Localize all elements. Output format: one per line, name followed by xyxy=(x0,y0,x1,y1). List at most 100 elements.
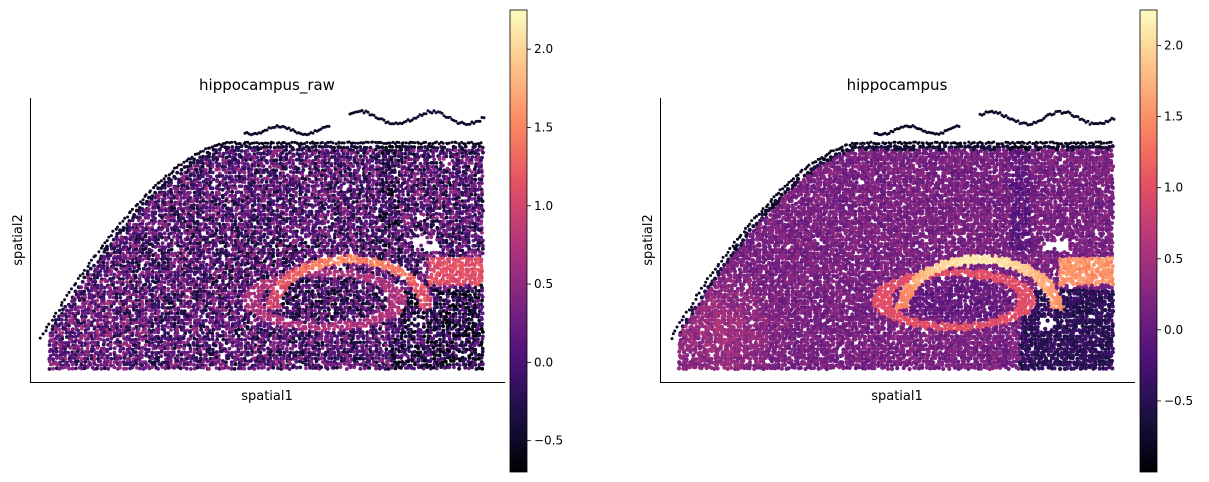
spot xyxy=(368,167,373,172)
spot xyxy=(317,279,322,283)
spot xyxy=(137,259,142,264)
spot xyxy=(278,176,283,181)
spot xyxy=(271,176,276,181)
spot xyxy=(278,187,282,192)
spot xyxy=(370,275,375,280)
spot xyxy=(294,194,298,198)
spot xyxy=(479,177,484,182)
spot xyxy=(460,193,465,197)
spot xyxy=(182,212,187,216)
spot xyxy=(429,180,434,184)
spot xyxy=(258,151,263,156)
spot xyxy=(365,196,370,200)
spot xyxy=(330,212,334,217)
spot xyxy=(202,256,207,261)
spot xyxy=(420,247,425,252)
spot xyxy=(457,192,461,197)
spot xyxy=(348,196,353,201)
spot xyxy=(412,145,417,150)
spot xyxy=(220,199,225,204)
spot xyxy=(269,206,273,210)
spot xyxy=(412,157,417,162)
spot xyxy=(444,186,448,191)
spot xyxy=(152,260,157,264)
spot xyxy=(169,200,174,204)
spot xyxy=(172,186,177,191)
spot xyxy=(237,285,242,289)
spot xyxy=(136,218,141,223)
spot xyxy=(253,148,257,153)
spot xyxy=(147,231,152,235)
spot xyxy=(319,170,324,175)
spot xyxy=(457,215,462,220)
spot xyxy=(111,283,115,287)
spot xyxy=(419,183,423,188)
spot xyxy=(93,279,98,284)
spot xyxy=(230,145,235,149)
spot xyxy=(220,154,225,159)
spot xyxy=(410,202,415,207)
spot xyxy=(464,193,468,198)
spot xyxy=(179,196,184,200)
spot xyxy=(204,186,208,191)
spot xyxy=(406,291,411,296)
spot xyxy=(191,206,196,211)
spot xyxy=(307,266,311,271)
spot xyxy=(375,173,380,178)
spot xyxy=(441,163,445,168)
spot xyxy=(426,167,430,171)
spot xyxy=(469,189,474,194)
spot xyxy=(319,189,324,193)
spot xyxy=(264,243,269,248)
spot xyxy=(386,238,391,243)
spot xyxy=(351,289,356,294)
spot xyxy=(211,177,216,182)
spot xyxy=(308,154,312,159)
spot xyxy=(281,296,286,301)
spot xyxy=(204,202,208,207)
spot xyxy=(376,195,381,200)
spot xyxy=(288,246,293,251)
spot xyxy=(392,260,397,264)
spot xyxy=(109,272,113,277)
spot xyxy=(300,244,305,249)
spot xyxy=(355,211,359,216)
spot xyxy=(217,256,222,261)
spot xyxy=(127,269,132,274)
spot xyxy=(204,168,208,172)
spot xyxy=(381,158,385,162)
spot xyxy=(390,190,395,195)
spot xyxy=(271,199,276,204)
spot xyxy=(339,164,343,169)
spot xyxy=(294,219,298,224)
spot xyxy=(448,183,453,188)
spot xyxy=(335,196,340,201)
spot xyxy=(439,145,444,149)
spot xyxy=(415,183,419,188)
spot xyxy=(198,189,202,194)
spot xyxy=(311,173,315,178)
spot xyxy=(307,273,311,277)
spot xyxy=(403,272,408,277)
spot xyxy=(406,296,410,301)
spot xyxy=(460,179,465,184)
spot xyxy=(333,157,338,162)
spot xyxy=(472,228,477,233)
spot xyxy=(370,173,375,178)
spot xyxy=(278,258,283,262)
spot xyxy=(192,190,197,195)
spot xyxy=(348,189,353,193)
spot xyxy=(298,161,303,166)
spot xyxy=(323,157,327,162)
spot xyxy=(239,190,244,195)
spot xyxy=(213,285,218,290)
spot xyxy=(386,161,391,165)
spot xyxy=(450,243,455,248)
spot xyxy=(418,266,423,271)
spot xyxy=(354,240,359,245)
spot xyxy=(215,179,219,184)
spot xyxy=(252,266,257,271)
spot xyxy=(287,189,291,194)
spot xyxy=(233,186,238,191)
spot xyxy=(367,171,372,176)
